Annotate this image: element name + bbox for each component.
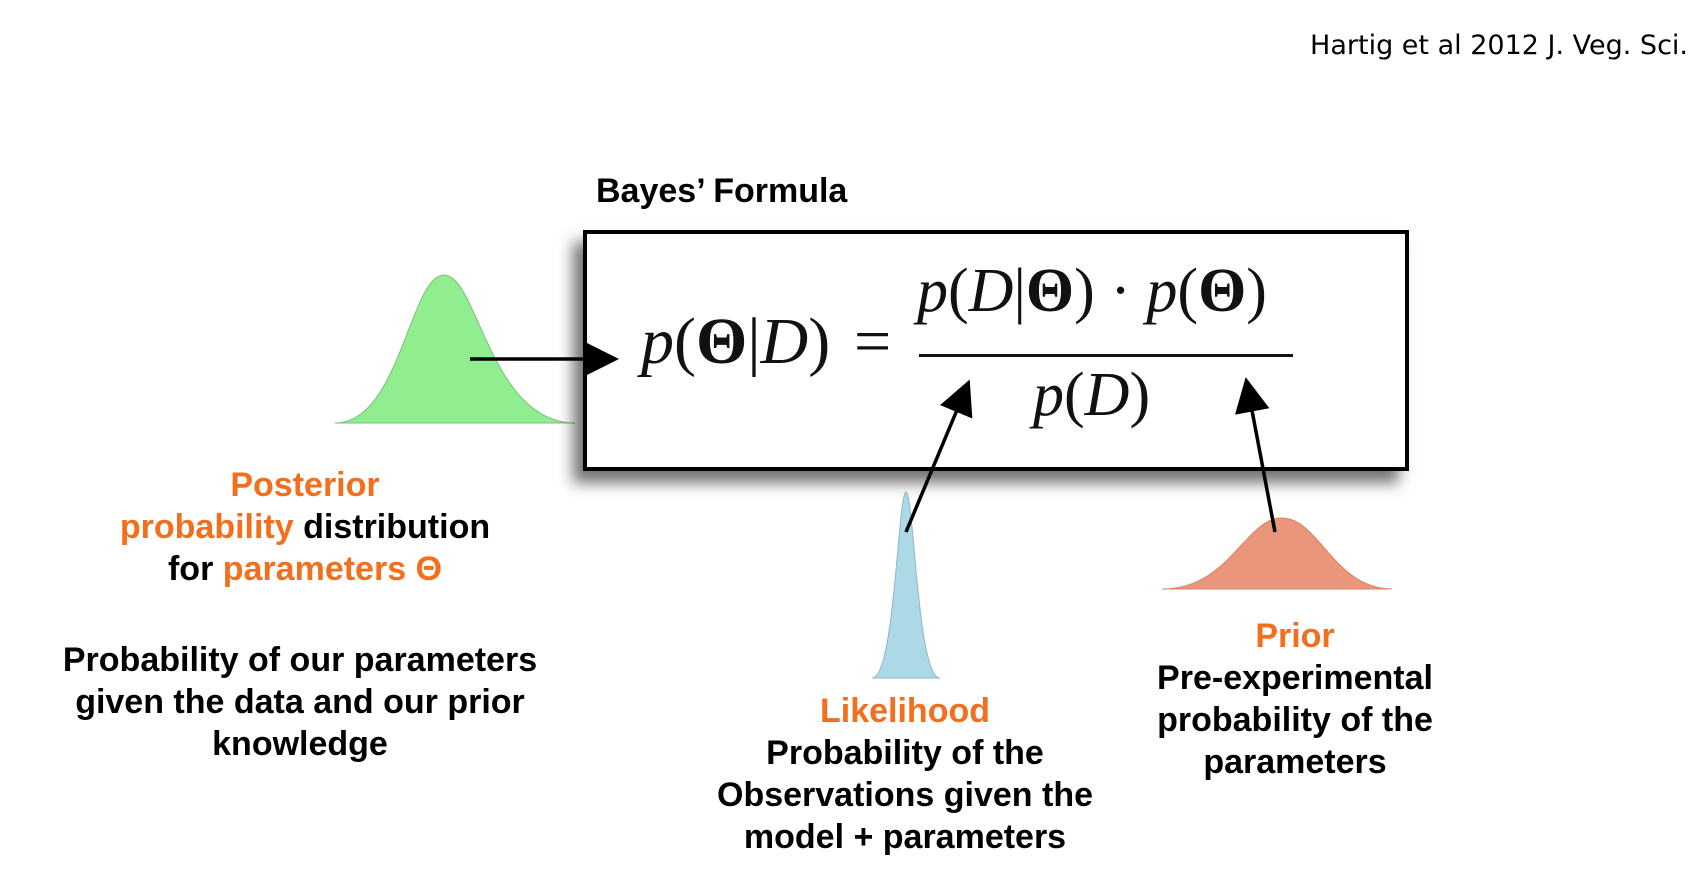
- bayes-formula: p(Θ|D) = p(D|Θ) · p(Θ) p(D): [587, 234, 1405, 467]
- formula-paren: ): [1129, 361, 1151, 429]
- prior-arrow: [1235, 377, 1277, 533]
- formula-p: p: [1033, 361, 1064, 429]
- prior-heading: Prior: [1255, 617, 1335, 655]
- formula-data: D: [1084, 361, 1130, 429]
- likelihood-label: Likelihood Probability of the Observatio…: [680, 690, 1130, 858]
- posterior-description: Probability of our parameters given the …: [40, 639, 560, 765]
- formula-numerator: p(D|Θ) · p(Θ): [917, 256, 1267, 327]
- formula-theta: Θ: [1198, 257, 1247, 325]
- posterior-word-for: for: [167, 550, 223, 588]
- formula-given-bar: |: [1013, 257, 1026, 325]
- formula-fraction-bar: [919, 354, 1293, 357]
- posterior-distribution-curve: [334, 274, 576, 424]
- formula-paren: ): [1074, 257, 1095, 325]
- formula-paren: (: [1177, 257, 1199, 325]
- formula-box: p(Θ|D) = p(D|Θ) · p(Θ) p(D): [583, 230, 1409, 471]
- likelihood-arrow: [904, 379, 973, 533]
- prior-label: Prior Pre-experimental probability of th…: [1120, 615, 1470, 783]
- formula-p: p: [917, 257, 948, 325]
- formula-p: p: [1146, 257, 1178, 325]
- formula-equals: =: [854, 305, 892, 378]
- formula-posterior-term: p(Θ|D): [641, 304, 830, 380]
- likelihood-distribution-curve: [871, 491, 941, 679]
- formula-data: D: [760, 305, 809, 378]
- prior-description-line: probability of the: [1157, 701, 1433, 739]
- formula-paren: (: [674, 305, 696, 378]
- citation: Hartig et al 2012 J. Veg. Sci.: [1310, 30, 1688, 61]
- posterior-word-probability: probability: [119, 508, 294, 546]
- prior-description-line: Pre-experimental: [1157, 659, 1433, 697]
- posterior-description-line: knowledge: [212, 725, 388, 763]
- formula-dot: ·: [1110, 257, 1131, 325]
- formula-data: D: [968, 257, 1014, 325]
- posterior-line-2: probability distribution: [90, 506, 520, 548]
- formula-paren: (: [948, 257, 969, 325]
- prior-description-line: parameters: [1203, 743, 1387, 781]
- prior-distribution-curve: [1161, 517, 1393, 590]
- formula-paren: (: [1064, 361, 1085, 429]
- posterior-description-line: given the data and our prior: [75, 683, 525, 721]
- likelihood-heading: Likelihood: [820, 692, 990, 730]
- formula-denominator: p(D): [1033, 360, 1150, 431]
- likelihood-description-line: model + parameters: [743, 818, 1067, 856]
- posterior-word-parameters: parameters Θ: [222, 550, 442, 588]
- formula-given-bar: |: [747, 305, 761, 378]
- formula-paren: ): [808, 305, 831, 378]
- likelihood-description-line: Observations given the: [717, 776, 1093, 814]
- formula-theta: Θ: [1025, 257, 1075, 325]
- formula-p: p: [641, 305, 674, 378]
- posterior-heading: Posterior: [230, 466, 380, 504]
- posterior-line-3: for parameters Θ: [90, 548, 520, 590]
- posterior-description-line: Probability of our parameters: [62, 641, 538, 679]
- likelihood-description-line: Probability of the: [766, 734, 1044, 772]
- formula-title: Bayes’ Formula: [596, 172, 848, 210]
- formula-theta: Θ: [695, 305, 748, 378]
- posterior-label: Posterior probability distribution for p…: [90, 464, 520, 590]
- posterior-word-distribution: distribution: [293, 508, 491, 546]
- formula-paren: ): [1246, 257, 1267, 325]
